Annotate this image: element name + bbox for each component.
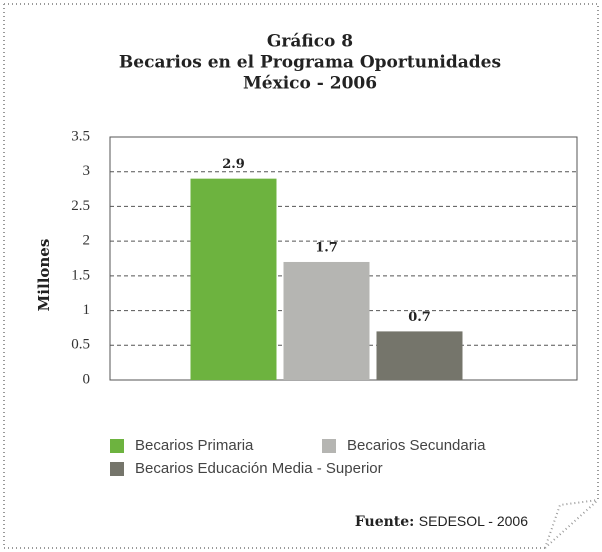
legend-label: Becarios Educación Media - Superior (135, 460, 383, 477)
y-tick-label: 1 (83, 302, 91, 318)
y-tick-label: 3 (83, 163, 91, 179)
source: Fuente: SEDESOL - 2006 (355, 513, 528, 530)
chart-title: Gráfico 8 (267, 32, 353, 52)
chart-title: México - 2006 (243, 74, 377, 94)
legend-label: Becarios Primaria (135, 437, 254, 454)
y-tick-label: 2 (83, 233, 91, 249)
value-label: 1.7 (315, 240, 338, 255)
bar (376, 331, 463, 380)
y-tick-label: 1.5 (71, 267, 90, 283)
y-tick-label: 0.5 (71, 337, 90, 353)
folded-corner (544, 499, 599, 549)
y-tick-label: 2.5 (71, 198, 90, 214)
bar (190, 178, 277, 380)
source-label: Fuente: (355, 514, 415, 530)
legend-swatch (322, 439, 336, 453)
frame (3, 3, 599, 549)
y-axis-label: Millones (35, 239, 53, 312)
source-text: SEDESOL - 2006 (419, 513, 528, 529)
legend-swatch (110, 462, 124, 476)
legend-swatch (110, 439, 124, 453)
value-label: 2.9 (222, 157, 245, 172)
bar (283, 261, 370, 380)
y-tick-label: 0 (83, 371, 91, 387)
legend-label: Becarios Secundaria (347, 437, 486, 454)
y-tick-label: 3.5 (71, 128, 90, 144)
chart-title: Becarios en el Programa Oportunidades (119, 53, 501, 73)
value-label: 0.7 (408, 310, 431, 325)
